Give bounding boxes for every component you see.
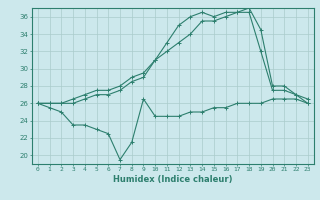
X-axis label: Humidex (Indice chaleur): Humidex (Indice chaleur) [113,175,233,184]
